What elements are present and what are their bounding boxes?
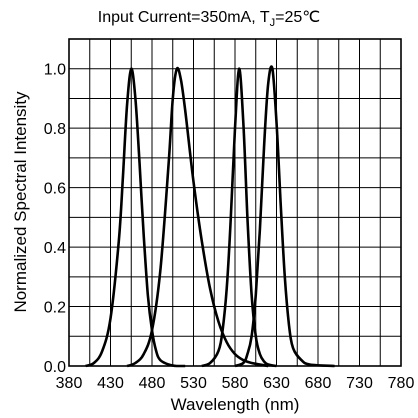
x-tick-labels: 380 430 480 530 580 630 680 730 780 (56, 375, 415, 392)
y-tick-labels: 0.0 0.2 0.4 0.6 0.8 1.0 (44, 62, 66, 376)
y-tick-label: 1.0 (44, 62, 66, 79)
chart-title-main: Input Current=350mA, T (98, 9, 270, 26)
y-tick-label: 0.2 (44, 300, 66, 317)
series-curves (85, 65, 335, 368)
x-tick-label: 530 (180, 375, 207, 392)
spectrum-curve-3 (201, 67, 277, 368)
grid-lines (69, 39, 401, 366)
x-tick-label: 730 (346, 375, 373, 392)
x-tick-label: 780 (388, 375, 415, 392)
chart-title-tail: =25℃ (275, 9, 320, 26)
chart-title: Input Current=350mA, TJ=25℃ (98, 9, 320, 29)
chart-title-subscript: J (270, 17, 276, 29)
x-tick-label: 430 (97, 375, 124, 392)
y-tick-label: 0.4 (44, 240, 66, 257)
y-axis-label: Normalized Spectral Intensity (11, 91, 30, 313)
plot-frame (68, 38, 402, 367)
spectrum-curve-4 (234, 65, 335, 368)
x-axis-label: Wavelength (nm) (171, 395, 300, 414)
x-tick-label: 480 (139, 375, 166, 392)
x-tick-label: 630 (263, 375, 290, 392)
x-tick-label: 680 (305, 375, 332, 392)
x-tick-label: 380 (56, 375, 83, 392)
y-tick-label: 0.8 (44, 121, 66, 138)
x-tick-label: 580 (222, 375, 249, 392)
y-tick-label: 0.6 (44, 181, 66, 198)
spectrum-curve-1 (85, 67, 186, 368)
y-tick-label: 0.0 (44, 359, 66, 376)
spectrum-curve-2 (126, 66, 269, 368)
